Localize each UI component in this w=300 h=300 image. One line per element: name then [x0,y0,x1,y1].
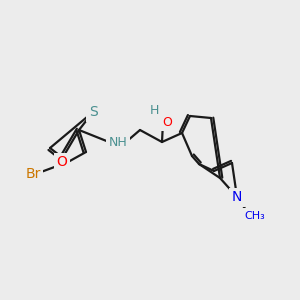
Text: O: O [162,116,172,128]
Text: H: H [149,103,159,116]
Text: O: O [57,155,68,169]
Text: Br: Br [25,167,41,181]
Text: S: S [88,105,98,119]
Text: N: N [232,190,242,204]
Text: CH₃: CH₃ [244,211,266,221]
Text: NH: NH [109,136,128,148]
